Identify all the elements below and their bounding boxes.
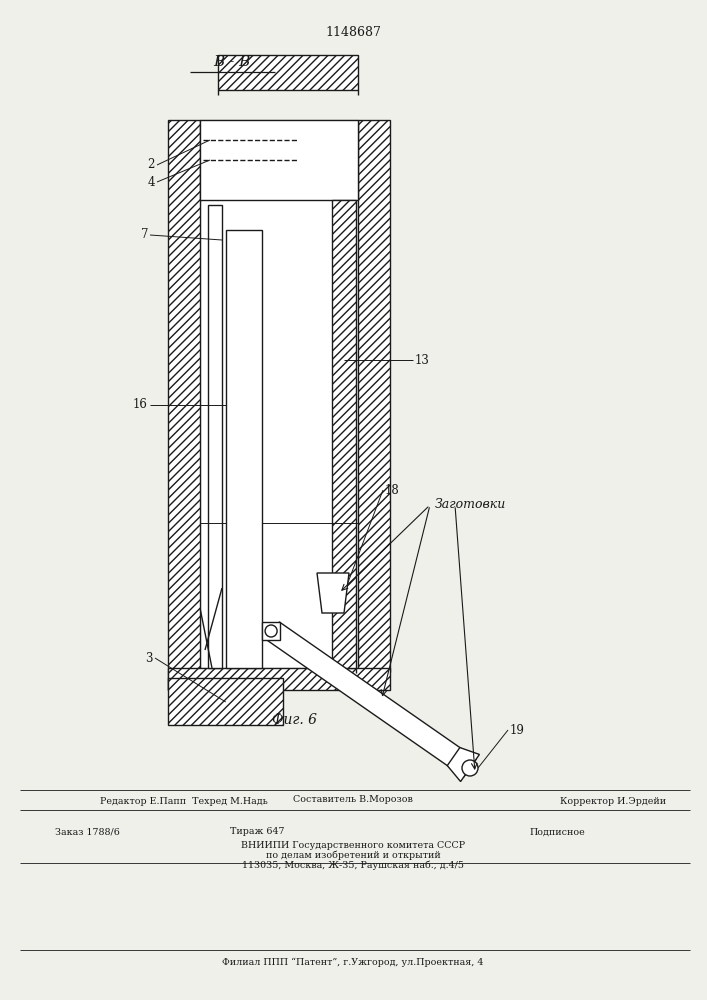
Bar [168,678,284,725]
Circle shape [265,625,277,637]
Text: Заготовки: Заготовки [435,498,506,512]
Bar [218,55,358,90]
Bar [200,120,358,200]
Text: В - В: В - В [214,55,251,69]
Bar [200,120,358,668]
Text: Редактор Е.Папп  Техред М.Надь: Редактор Е.Папп Техред М.Надь [100,798,268,806]
Bar [358,120,390,672]
Text: 4: 4 [148,176,155,188]
Text: 113035, Москва, Ж-35, Раушская наб., д.4/5: 113035, Москва, Ж-35, Раушская наб., д.4… [242,860,464,870]
Text: 16: 16 [133,398,148,412]
Text: 2: 2 [148,158,155,172]
Text: Филиал ППП “Патент”, г.Ужгород, ул.Проектная, 4: Филиал ППП “Патент”, г.Ужгород, ул.Проек… [222,957,484,967]
Text: 19: 19 [510,724,525,736]
Text: Составитель В.Морозов: Составитель В.Морозов [293,796,413,804]
Text: 3: 3 [146,652,153,664]
Text: 1148687: 1148687 [325,25,381,38]
Text: Заказ 1788/6: Заказ 1788/6 [55,828,120,836]
Text: Тираж 647: Тираж 647 [230,828,284,836]
Polygon shape [317,573,349,613]
Bar [168,120,200,690]
Text: 13: 13 [415,354,430,366]
Bar [262,622,280,640]
Text: по делам изобретений и открытий: по делам изобретений и открытий [266,850,440,860]
Bar [332,200,356,668]
Circle shape [462,760,478,776]
Bar [208,205,222,668]
Text: Фиг. 6: Фиг. 6 [272,713,317,727]
Text: Подписное: Подписное [530,828,586,836]
Bar [168,668,390,690]
Bar [226,230,262,668]
Text: 18: 18 [385,484,399,496]
Polygon shape [448,748,479,782]
Polygon shape [267,622,477,777]
Text: ВНИИПИ Государственного комитета СССР: ВНИИПИ Государственного комитета СССР [241,840,465,850]
Text: 7: 7 [141,229,148,241]
Text: Корректор И.Эрдейи: Корректор И.Эрдейи [560,798,666,806]
